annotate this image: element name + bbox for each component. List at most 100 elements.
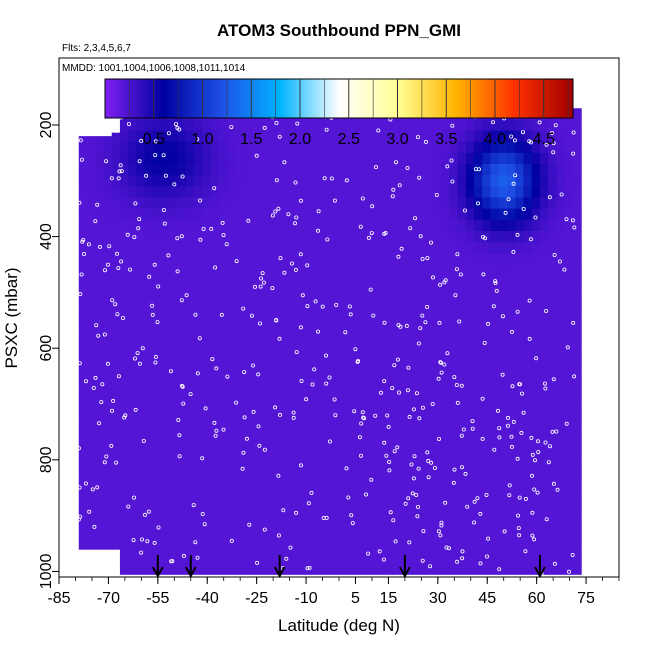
field-cell	[103, 147, 113, 160]
field-cell	[119, 253, 129, 266]
field-cell	[449, 141, 459, 154]
field-cell	[564, 443, 574, 455]
field-cell	[251, 197, 261, 210]
field-cell	[325, 420, 335, 433]
field-cell	[342, 443, 352, 455]
field-cell	[531, 253, 541, 266]
x-tick-label: 60	[528, 590, 546, 607]
field-cell	[194, 208, 203, 221]
field-cell	[251, 543, 261, 556]
field-cell	[136, 521, 146, 533]
field-cell	[251, 465, 261, 478]
field-cell	[152, 398, 162, 411]
field-cell	[507, 387, 516, 400]
field-cell	[95, 314, 105, 327]
field-cell	[556, 387, 566, 400]
field-cell	[482, 376, 492, 388]
field-cell	[87, 404, 96, 416]
field-cell	[539, 297, 549, 310]
field-cell	[342, 431, 352, 444]
field-cell	[564, 231, 574, 243]
field-cell	[169, 186, 179, 199]
field-cell	[548, 376, 558, 388]
sample-marker	[406, 496, 411, 501]
field-cell	[276, 320, 286, 333]
field-cell	[515, 398, 525, 411]
field-cell	[78, 203, 88, 215]
field-cell	[317, 431, 327, 444]
field-cell	[531, 231, 541, 243]
field-cell	[556, 465, 566, 478]
sample-marker	[406, 365, 411, 370]
field-cell	[177, 465, 187, 478]
field-cell	[334, 275, 343, 288]
field-cell	[424, 320, 434, 333]
sample-marker	[418, 234, 423, 239]
field-cell	[507, 431, 516, 444]
field-cell	[416, 342, 426, 355]
field-cell	[251, 331, 261, 344]
field-cell	[169, 119, 179, 132]
field-cell	[292, 286, 302, 299]
sample-marker	[180, 384, 185, 389]
field-cell	[185, 130, 195, 143]
sample-marker	[284, 556, 289, 561]
field-cell	[515, 420, 525, 433]
sample-marker	[505, 415, 510, 420]
field-cell	[416, 219, 426, 232]
field-cell	[523, 364, 533, 377]
sample-marker	[536, 450, 541, 455]
field-cell	[301, 454, 310, 466]
field-cell	[292, 164, 302, 176]
field-cell	[227, 510, 236, 522]
field-cell	[103, 448, 113, 461]
sample-marker	[387, 468, 392, 473]
sample-marker	[506, 197, 511, 202]
sample-marker	[420, 405, 425, 410]
field-cell	[548, 219, 558, 232]
field-cell	[391, 498, 401, 511]
field-cell	[465, 376, 475, 388]
field-cell	[441, 465, 450, 478]
field-cell	[251, 387, 261, 400]
field-cell	[317, 119, 327, 132]
sample-marker	[298, 325, 303, 330]
field-cell	[284, 465, 294, 478]
sample-marker	[281, 508, 286, 513]
field-cell	[507, 186, 516, 199]
field-cell	[465, 543, 475, 556]
field-cell	[136, 309, 146, 321]
field-cell	[227, 186, 236, 199]
field-cell	[169, 197, 179, 210]
field-cell	[515, 242, 525, 254]
field-cell	[227, 532, 236, 545]
field-cell	[276, 175, 286, 187]
field-cell	[391, 331, 401, 344]
field-cell	[457, 565, 467, 575]
field-cell	[301, 487, 310, 500]
field-cell	[227, 175, 236, 187]
field-cell	[177, 208, 187, 221]
field-cell	[202, 152, 212, 165]
field-cell	[564, 431, 574, 444]
sample-marker	[484, 492, 489, 497]
sample-marker	[193, 540, 198, 545]
field-cell	[251, 353, 261, 366]
field-cell	[507, 119, 516, 132]
sample-marker	[391, 518, 396, 523]
field-cell	[169, 398, 179, 411]
field-cell	[177, 510, 187, 522]
field-cell	[119, 152, 129, 165]
field-cell	[441, 130, 450, 143]
field-cell	[161, 554, 170, 567]
field-cell	[441, 398, 450, 411]
field-cell	[498, 197, 508, 210]
field-cell	[441, 521, 450, 533]
field-cell	[523, 309, 533, 321]
field-cell	[424, 420, 434, 433]
field-cell	[202, 476, 212, 489]
field-cell	[78, 504, 88, 517]
field-cell	[276, 353, 286, 366]
field-cell	[301, 119, 310, 132]
field-cell	[449, 387, 459, 400]
